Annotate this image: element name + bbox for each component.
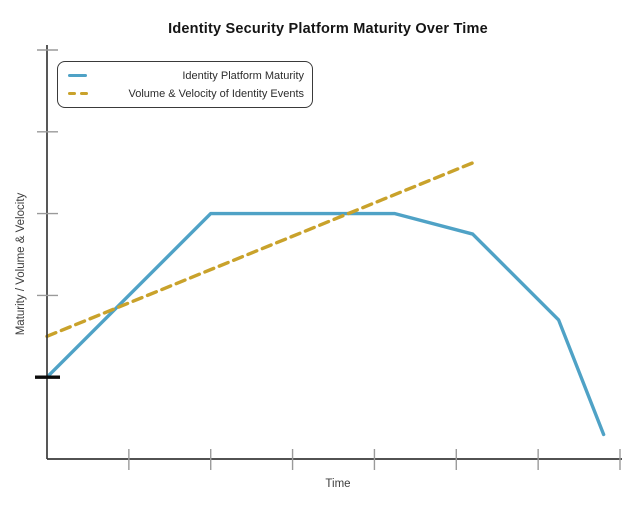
maturity-line-swatch (68, 73, 88, 78)
y-axis-label: Maturity / Volume & Velocity (15, 192, 27, 336)
legend: Identity Platform Maturity Volume & Velo… (57, 61, 313, 108)
legend-label-events: Volume & Velocity of Identity Events (128, 87, 304, 100)
x-axis-label: Time (325, 478, 351, 490)
legend-item-events: Volume & Velocity of Identity Events (68, 86, 304, 102)
chart-title: Identity Security Platform Maturity Over… (168, 21, 488, 37)
legend-label-maturity: Identity Platform Maturity (182, 69, 304, 82)
events-line-swatch (68, 91, 88, 96)
legend-item-maturity: Identity Platform Maturity (68, 68, 304, 84)
